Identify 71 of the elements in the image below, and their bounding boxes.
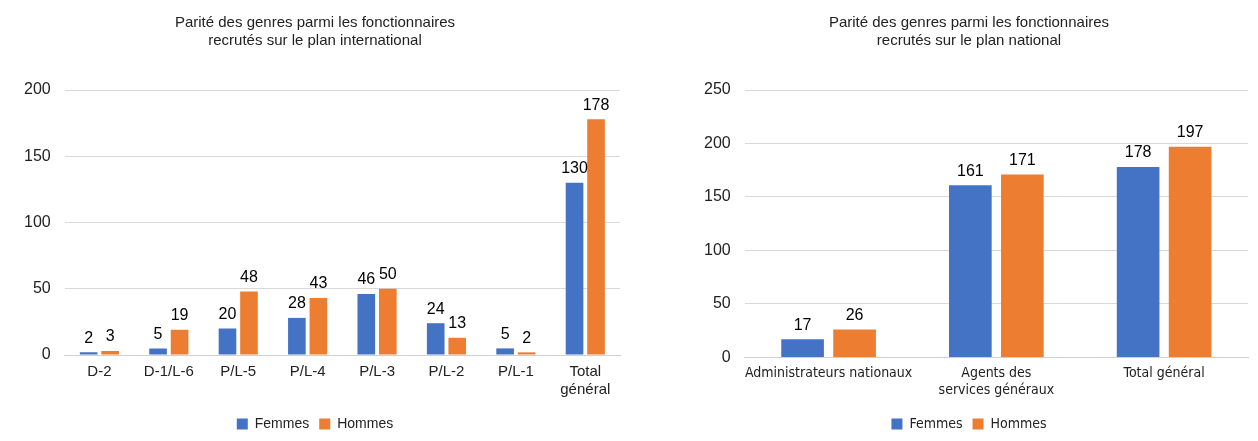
- x-tick-label: P/L-1: [497, 362, 534, 380]
- bar: [288, 317, 306, 355]
- bar: [101, 351, 119, 355]
- data-label: 17: [793, 315, 812, 333]
- bar: [426, 323, 445, 355]
- data-label: 26: [845, 306, 864, 323]
- bar: [1001, 174, 1044, 357]
- bar: [833, 329, 876, 357]
- bar: [378, 288, 397, 355]
- y-tick-label: 150: [23, 146, 51, 164]
- chart-title: Parité des genres parmi les fonctionnaires recrutés sur le plan international: [174, 13, 456, 49]
- x-tick-label: P/L-2: [428, 362, 465, 380]
- bar: [781, 339, 824, 357]
- bar: [357, 294, 376, 355]
- data-label: 20: [218, 304, 237, 322]
- bar: [496, 348, 514, 355]
- x-tick-label: Administrateurs nationaux: [744, 364, 913, 381]
- bar: [170, 329, 189, 355]
- data-label: 178: [582, 95, 610, 113]
- data-label: 3: [105, 327, 115, 345]
- y-tick-label: 100: [23, 212, 51, 230]
- x-tick-label: P/L-3: [359, 362, 395, 380]
- bar: [949, 185, 992, 357]
- y-tick-label: 250: [703, 80, 731, 98]
- data-label: 2: [84, 328, 94, 346]
- bar: [565, 182, 584, 355]
- bar: [1116, 167, 1160, 357]
- x-tick-label: Total général: [1122, 364, 1205, 381]
- y-tick-label: 200: [703, 133, 731, 151]
- data-label: 50: [378, 265, 397, 283]
- y-tick-label: 150: [703, 187, 731, 205]
- x-tick-label: D-1/L-6: [143, 362, 194, 380]
- bar: [517, 352, 536, 355]
- bar: [218, 328, 237, 355]
- data-label: 171: [1009, 150, 1036, 168]
- y-tick-label: 0: [721, 347, 731, 365]
- y-tick-label: 100: [703, 240, 731, 258]
- data-label: 178: [1124, 143, 1152, 161]
- data-label: 46: [357, 270, 376, 288]
- data-label: 28: [287, 294, 306, 312]
- data-label: 48: [240, 267, 258, 285]
- y-tick-label: 200: [23, 80, 51, 98]
- legend-label: Femmes: [909, 414, 963, 431]
- x-tick-label: P/L-4: [289, 362, 326, 380]
- data-label: 5: [500, 324, 510, 342]
- data-label: 19: [170, 306, 189, 324]
- bar: [149, 348, 167, 355]
- chart-title: Parité des genres parmi les fonctionnaires recrutés sur le plan national: [828, 13, 1110, 49]
- y-tick-label: 0: [41, 345, 51, 363]
- data-label: 2: [522, 328, 532, 346]
- y-tick-label: 50: [712, 294, 731, 312]
- bar: [79, 352, 98, 355]
- data-label: 43: [309, 274, 328, 292]
- bar: [1168, 146, 1212, 357]
- x-tick-label: Total général: [560, 362, 611, 398]
- x-tick-label: Agents des services généraux: [938, 364, 1055, 398]
- data-label: 5: [153, 324, 163, 342]
- bar: [309, 298, 328, 355]
- data-label: 13: [448, 314, 467, 332]
- y-tick-label: 50: [32, 279, 51, 297]
- x-tick-label: P/L-5: [220, 362, 257, 380]
- data-label: 161: [956, 161, 984, 179]
- legend-label: Femmes: [254, 414, 310, 431]
- bar: [240, 291, 258, 355]
- bar: [448, 337, 467, 355]
- data-label: 24: [426, 299, 445, 317]
- legend-label: Hommes: [337, 414, 394, 431]
- x-tick-label: D-2: [87, 362, 112, 380]
- data-label: 197: [1176, 123, 1204, 141]
- bar: [587, 119, 605, 355]
- legend-label: Hommes: [990, 414, 1047, 431]
